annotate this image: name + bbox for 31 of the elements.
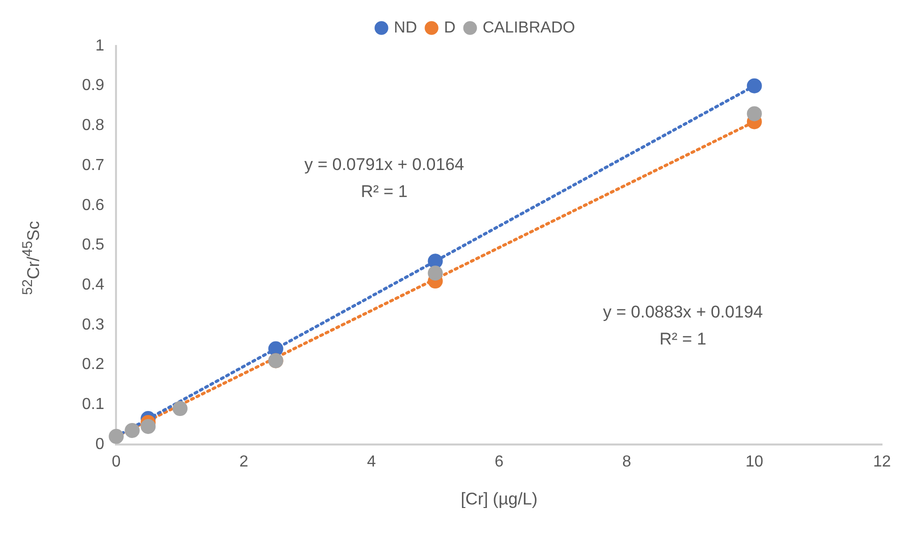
point: [140, 418, 156, 434]
annotation: y = 0.0883x + 0.0194 R² = 1: [603, 302, 763, 349]
x-axis-title: [Cr] (µg/L): [460, 489, 538, 508]
y-tick-label: 0.7: [82, 156, 104, 174]
x-tick-label: 10: [745, 453, 764, 470]
point: [108, 428, 124, 444]
y-tick-label: 1: [95, 37, 104, 54]
x-tick-label: 2: [239, 453, 248, 470]
point: [746, 78, 762, 94]
y-tick-label: 0.1: [82, 396, 104, 413]
legend-label: D: [444, 19, 456, 36]
x-tick-label: 4: [367, 453, 376, 470]
point: [428, 266, 443, 281]
x-tick-label: 8: [622, 453, 632, 470]
x-tick-label: 12: [873, 453, 891, 470]
y-tick-label: 0.5: [82, 236, 104, 254]
y-tick-label: 0.6: [82, 196, 104, 214]
y-tick-label: 0.8: [82, 117, 104, 134]
y-tick-label: 0.4: [82, 276, 104, 294]
y-tick-label: 0: [95, 436, 104, 453]
x-tick-label: 6: [494, 453, 504, 470]
annotation: y = 0.0791x + 0.0164 R² = 1: [304, 155, 464, 202]
y-tick-label: 0.9: [82, 77, 104, 94]
point: [124, 422, 140, 438]
legend-label: CALIBRADO: [482, 19, 576, 36]
point: [746, 106, 762, 122]
legend-label: ND: [394, 19, 418, 36]
x-tick-label: 0: [112, 453, 121, 470]
y-tick-label: 0.3: [82, 316, 104, 334]
y-tick-label: 0.2: [82, 356, 104, 374]
point: [172, 401, 188, 416]
